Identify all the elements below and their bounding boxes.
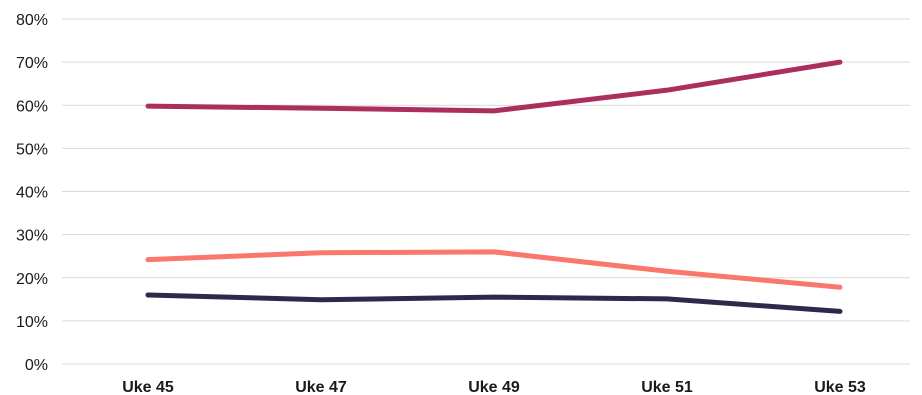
y-tick-label: 10% [16,314,48,331]
x-tick-label: Uke 51 [641,379,693,395]
y-axis-ticks: 0% 10% 20% 30% 40% 50% 60% 70% 80% [16,12,48,374]
x-tick-label: Uke 45 [122,379,174,395]
y-tick-label: 40% [16,185,48,202]
series-line-3 [145,292,843,314]
y-tick-label: 0% [25,357,48,374]
y-tick-label: 80% [16,12,48,29]
series-line-1 [145,59,843,114]
series-line-2 [145,249,843,290]
x-tick-label: Uke 53 [814,379,866,395]
x-axis-ticks: Uke 45 Uke 47 Uke 49 Uke 51 Uke 53 [122,379,866,395]
x-tick-label: Uke 47 [295,379,347,395]
x-tick-label: Uke 49 [468,379,520,395]
y-tick-label: 30% [16,228,48,245]
series-lines [145,59,843,314]
y-tick-label: 60% [16,98,48,115]
y-tick-label: 70% [16,55,48,72]
y-tick-label: 20% [16,271,48,288]
y-tick-label: 50% [16,141,48,158]
